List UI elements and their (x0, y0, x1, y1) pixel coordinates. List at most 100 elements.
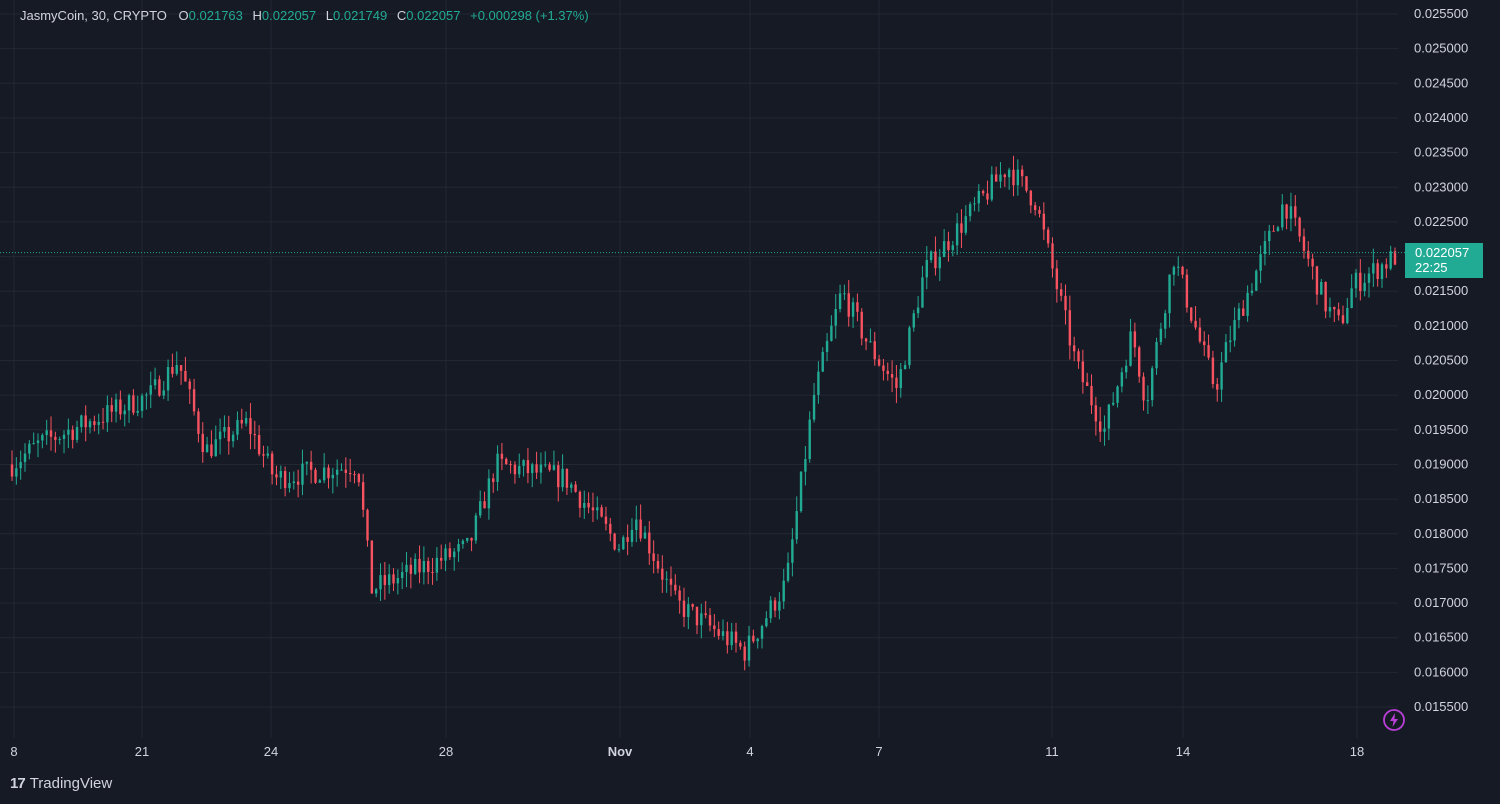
y-tick-label: 0.017000 (1414, 595, 1468, 610)
candle-body (1224, 342, 1228, 363)
candle-body (1077, 351, 1080, 362)
candle-body (687, 604, 690, 617)
candle-body (1385, 264, 1388, 269)
candle-body (1320, 281, 1323, 295)
candle-body (67, 429, 70, 435)
candle-body (418, 558, 421, 573)
candle-body (1111, 402, 1115, 405)
candle-body (1038, 210, 1041, 214)
candle-body (1194, 320, 1197, 328)
low-value: 0.021749 (333, 8, 388, 23)
y-tick-label: 0.016000 (1414, 664, 1468, 679)
candle-body (1094, 405, 1098, 422)
candle-body (513, 464, 517, 475)
candle-body (604, 516, 608, 524)
candle-body (1151, 368, 1154, 401)
symbol-label[interactable]: JasmyCoin, 30, CRYPTO (20, 8, 167, 23)
candle-body (938, 257, 941, 269)
candle-body (466, 537, 469, 541)
candle-body (1129, 331, 1132, 366)
candle-body (973, 203, 976, 205)
candle-body (340, 469, 343, 471)
candle-body (132, 395, 135, 413)
candle-body (565, 468, 569, 488)
candle-body (461, 540, 465, 545)
candle-body (1359, 272, 1362, 292)
candle-body (947, 241, 950, 251)
candle-body (908, 327, 911, 366)
bar-countdown: 22:25 (1415, 260, 1448, 275)
candle-body (496, 453, 499, 482)
candle-body (244, 418, 248, 424)
candle-body (739, 642, 742, 647)
candle-body (981, 190, 985, 194)
candle-body (335, 469, 339, 475)
candle-body (630, 529, 634, 542)
candle-body (639, 519, 642, 539)
candle-body (1389, 251, 1392, 269)
candle-body (1116, 386, 1119, 403)
x-tick-label: 14 (1176, 744, 1190, 759)
tradingview-branding[interactable]: 17 TradingView (10, 775, 112, 792)
candle-body (812, 394, 816, 420)
candle-body (522, 460, 525, 466)
candle-body (682, 600, 686, 617)
change-value: +0.000298 (+1.37%) (470, 8, 589, 23)
candle-body (526, 460, 530, 474)
candle-body (1337, 309, 1340, 316)
candle-body (929, 251, 933, 261)
candle-body (500, 453, 504, 459)
x-tick-label: 24 (264, 744, 278, 759)
y-tick-label: 0.025000 (1414, 41, 1468, 56)
candle-body (1177, 266, 1180, 268)
candle-body (1190, 307, 1193, 321)
candle-body (348, 472, 352, 475)
candle-body (903, 365, 907, 370)
y-tick-label: 0.023500 (1414, 145, 1468, 160)
x-tick-label: 21 (135, 744, 149, 759)
candle-body (253, 434, 256, 436)
candle-body (622, 537, 625, 550)
candle-body (1203, 341, 1206, 346)
candle-body (552, 465, 556, 470)
candle-body (877, 359, 881, 366)
candle-body (1081, 361, 1085, 383)
candle-body (704, 613, 707, 616)
candle-body (1064, 295, 1067, 311)
candle-body (994, 174, 998, 182)
candle-body (41, 435, 44, 441)
candle-body (795, 511, 798, 540)
candle-body (505, 458, 508, 465)
candle-body (23, 453, 27, 463)
candle-body (188, 381, 191, 390)
candle-body (288, 483, 291, 489)
lightning-icon[interactable] (1382, 708, 1406, 732)
candle-body (470, 537, 473, 541)
candle-body (600, 507, 603, 517)
candle-body (951, 245, 954, 251)
candle-body (1155, 342, 1158, 369)
candle-body (1133, 331, 1137, 348)
candle-body (1294, 206, 1297, 218)
candle-body (344, 469, 348, 473)
candle-body (1172, 267, 1176, 275)
candle-body (678, 590, 681, 601)
candle-body (1090, 385, 1093, 406)
candle-body (669, 578, 673, 585)
x-tick-label: 7 (875, 744, 882, 759)
candle-body (851, 302, 855, 317)
candle-body (617, 549, 621, 551)
candle-body (301, 463, 304, 485)
candle-body (309, 461, 313, 470)
candle-body (700, 613, 703, 626)
candle-body (88, 421, 92, 428)
candle-body (1103, 428, 1106, 432)
y-tick-label: 0.019000 (1414, 456, 1468, 471)
candle-body (1367, 273, 1371, 283)
candle-body (1207, 345, 1210, 358)
candle-body (1020, 169, 1024, 177)
candle-body (544, 464, 547, 466)
candle-body (422, 560, 426, 573)
candle-body (583, 502, 586, 508)
